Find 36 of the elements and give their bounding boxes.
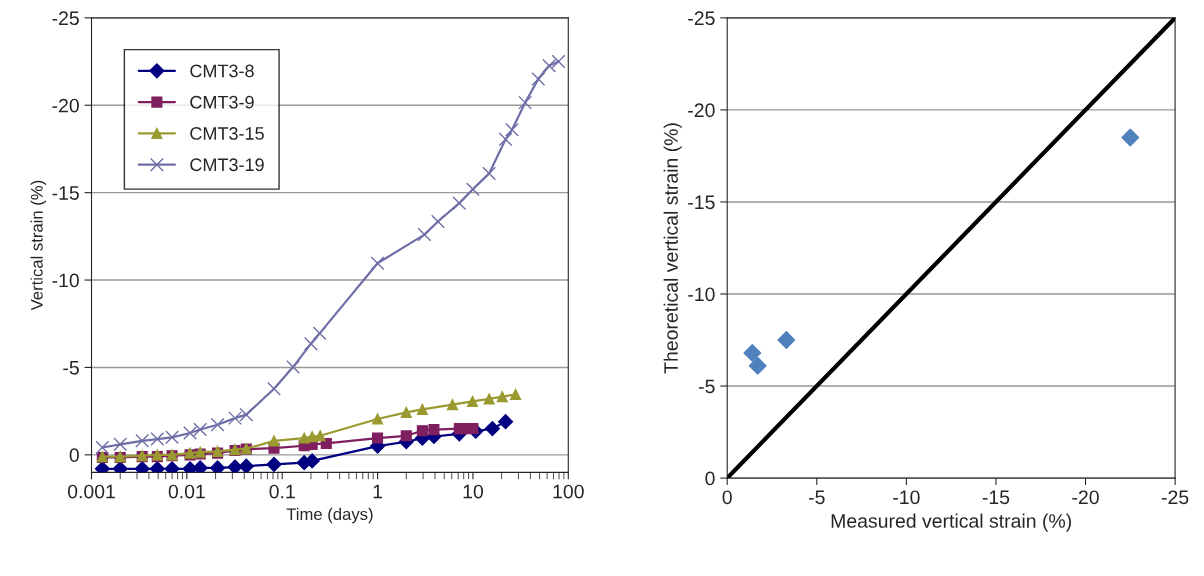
y-axis-title: Theoretical vertical strain (%) (663, 123, 682, 374)
legend-label: CMT3-8 (190, 64, 254, 78)
point (1121, 128, 1140, 147)
x-axis-title: Time (days) (286, 507, 373, 524)
legend-label: CMT3-15 (190, 127, 264, 140)
x-tick-label: 10 (463, 484, 483, 499)
y-tick-label: -25 (52, 11, 79, 26)
y-axis-title: Vertical strain (%) (30, 180, 47, 311)
x-tick-label: 0 (722, 490, 732, 505)
y-tick-label: -15 (688, 195, 715, 210)
y-tick-label: -20 (688, 103, 715, 118)
x-tick-label: -15 (982, 490, 1010, 505)
y-tick-label: -20 (52, 98, 79, 113)
point (777, 331, 796, 349)
legend-label: CMT3-19 (190, 158, 264, 172)
x-tick-label: 0.01 (168, 484, 205, 499)
y-tick-label: -25 (688, 11, 715, 26)
y-tick-label: -5 (698, 379, 715, 394)
x-tick-label: -10 (893, 490, 920, 505)
y-tick-label: -10 (688, 287, 715, 302)
y-tick-label: -15 (52, 186, 79, 200)
x-tick-label: 0.001 (67, 484, 115, 499)
y-tick-label: 0 (705, 471, 715, 486)
x-tick-label: 0.1 (269, 484, 295, 499)
x-tick-label: -5 (809, 490, 825, 505)
x-tick-label: -25 (1161, 490, 1189, 505)
x-axis-title: Measured vertical strain (%) (831, 513, 1071, 532)
y-tick-label: 0 (69, 448, 79, 463)
y-tick-label: -5 (63, 361, 79, 375)
x-tick-label: 100 (553, 484, 584, 499)
legend-label: CMT3-9 (190, 95, 254, 109)
x-tick-label: 1 (373, 484, 383, 499)
point (743, 343, 762, 362)
y-tick-label: -10 (52, 273, 79, 288)
point (748, 356, 767, 375)
x-tick-label: -20 (1072, 490, 1099, 505)
